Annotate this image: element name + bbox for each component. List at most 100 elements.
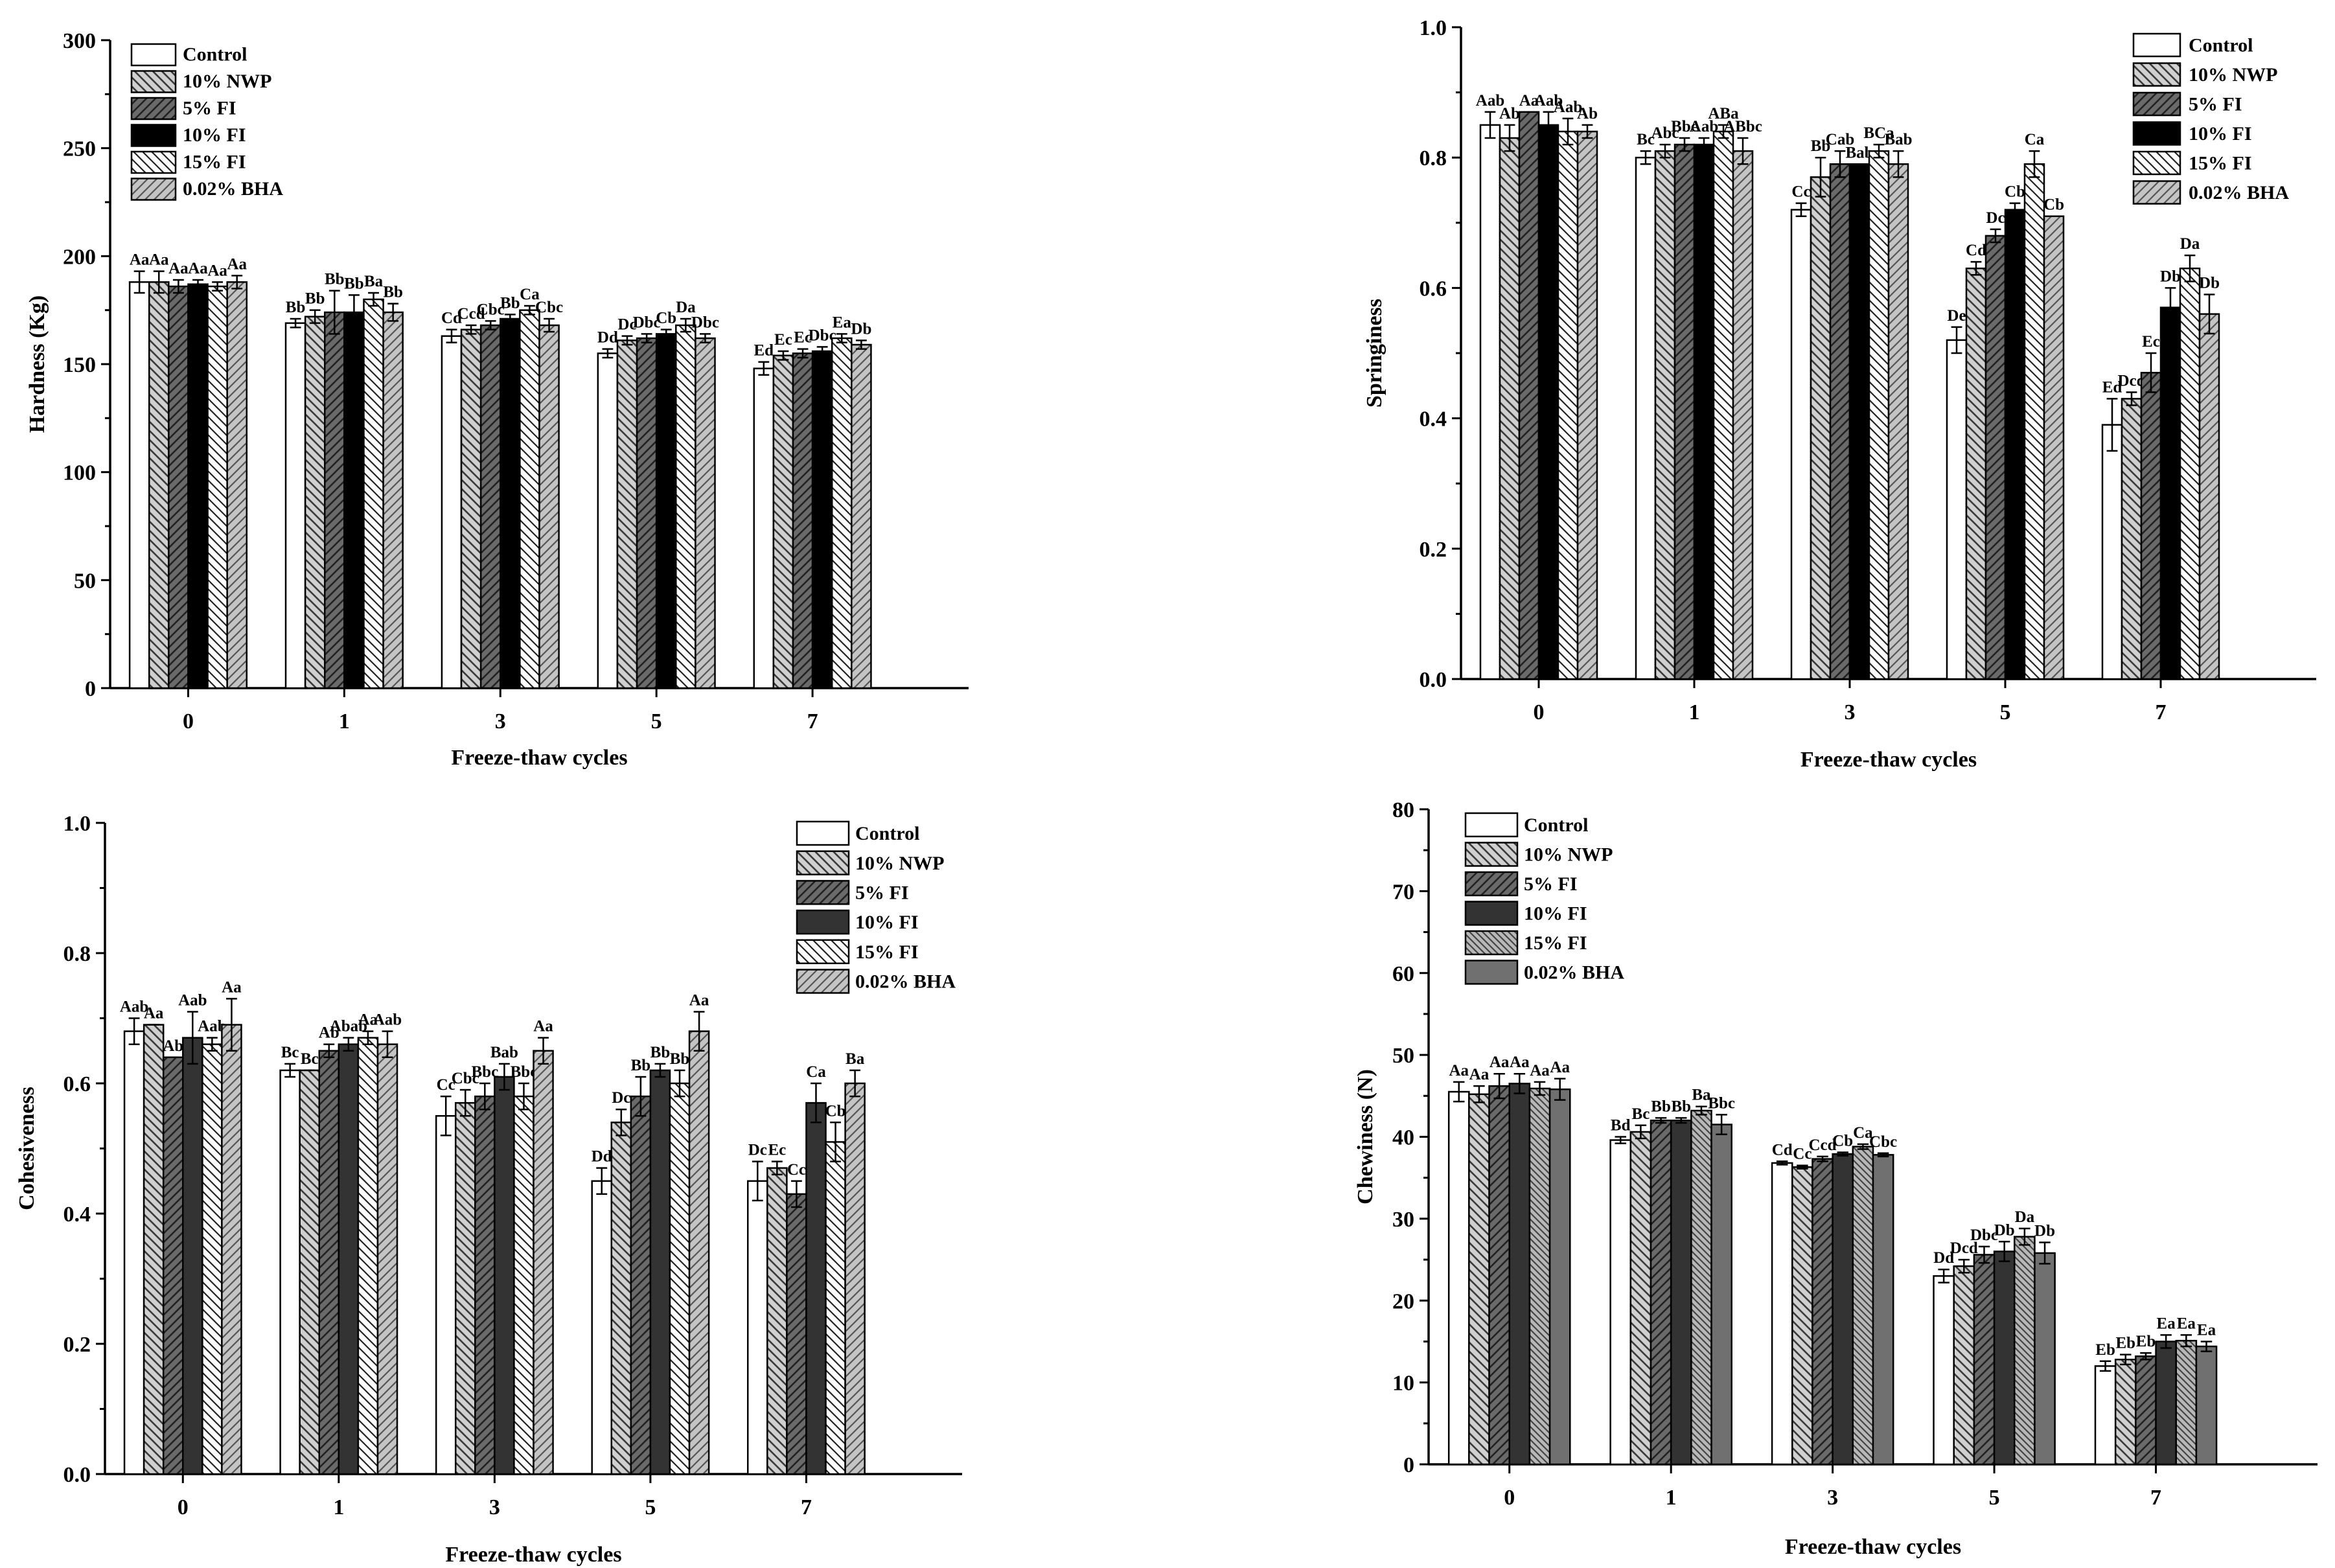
bar [494, 1076, 515, 1475]
error-bar [2160, 1334, 2172, 1349]
error-bar [1582, 124, 1593, 139]
bar [805, 1101, 827, 1475]
bar [1790, 209, 1812, 680]
bar-significance-label: Aa [358, 1011, 378, 1029]
bar-significance-label: Ab [1577, 105, 1598, 122]
x-tick-label: 3 [489, 1495, 500, 1519]
y-tick-label: 0.8 [1420, 146, 1447, 170]
bar-significance-label: Aab [120, 998, 148, 1016]
bar [1810, 176, 1832, 680]
error-bar [1877, 1152, 1889, 1158]
legend-label: 15% FI [2189, 152, 2252, 174]
error-bar [1635, 1124, 1647, 1140]
bar [221, 1024, 242, 1475]
bar [2014, 1236, 2036, 1466]
x-axis-title: Freeze-thaw cycles [445, 1543, 621, 1567]
error-bar [2145, 352, 2157, 393]
bar [844, 1082, 866, 1475]
bar [811, 350, 833, 689]
y-tick-label: 20 [1392, 1289, 1414, 1313]
error-bar [387, 303, 399, 322]
legend-swatch [130, 70, 177, 93]
bar-significance-label: Bc [1632, 1105, 1650, 1123]
error-bar [758, 361, 770, 376]
y-tick-label: 0.4 [1420, 408, 1447, 432]
legend-label: 15% FI [183, 152, 246, 173]
bar [1557, 130, 1579, 680]
bar-significance-label: Cd [1966, 242, 1986, 259]
legend-swatch [2132, 32, 2181, 58]
legend-swatch [796, 850, 850, 875]
error-bar [680, 317, 691, 333]
legend-swatch [130, 178, 177, 201]
bar [1791, 1166, 1813, 1466]
error-bar [153, 270, 165, 294]
x-axis-title: Freeze-thaw cycles [1800, 748, 1977, 772]
x-tick-label: 3 [495, 709, 506, 733]
bar-significance-label: Bc [1637, 131, 1655, 148]
error-bar [1970, 260, 1982, 276]
y-tick-label: 0.4 [63, 1203, 91, 1227]
bar [1887, 163, 1909, 680]
bar [2140, 371, 2162, 680]
bar [376, 1043, 398, 1475]
bar [1635, 156, 1657, 680]
legend-label: 10% NWP [183, 71, 272, 92]
bar-significance-label: Ca [806, 1063, 826, 1081]
error-bar [2165, 287, 2176, 329]
bar [1973, 1254, 1996, 1466]
error-bar [660, 329, 672, 340]
y-tick-label: 70 [1392, 880, 1414, 904]
bar [201, 1043, 223, 1475]
error-bar [621, 335, 633, 346]
bar-significance-label: Db [2034, 1223, 2055, 1240]
bar [2043, 215, 2065, 680]
error-bar [290, 317, 301, 329]
error-bar [836, 333, 847, 343]
error-bar [2106, 398, 2118, 452]
bar-significance-label: Ca [520, 286, 540, 303]
bar [2195, 1345, 2218, 1466]
y-tick-label: 80 [1392, 798, 1414, 822]
error-bar [1857, 1143, 1869, 1150]
bar-significance-label: Ba [364, 273, 384, 290]
error-bar [797, 348, 809, 359]
legend-label: 0.02% BHA [2189, 182, 2289, 203]
x-tick-label: 3 [1827, 1486, 1838, 1510]
error-bar [2039, 1241, 2051, 1265]
bar [1812, 1158, 1834, 1466]
bar [1771, 1162, 1793, 1466]
error-bar [1873, 143, 1885, 159]
bar-significance-label: Aa [1510, 1054, 1530, 1071]
bar-significance-label: Ccd [457, 305, 485, 323]
legend-swatch [1464, 930, 1519, 956]
y-tick-label: 150 [63, 353, 96, 377]
bar-significance-label: Db [1994, 1221, 2015, 1239]
y-tick-label: 60 [1392, 962, 1414, 986]
error-bar [1504, 124, 1515, 152]
legend-swatch [2132, 91, 2181, 117]
bar-significance-label: Aab [1554, 98, 1582, 116]
error-bar [1675, 1117, 1687, 1124]
bar-significance-label: Ca [2025, 131, 2045, 148]
bar-significance-label: Bab [1884, 131, 1912, 148]
bar-significance-label: Aa [1490, 1054, 1510, 1071]
bar [747, 1180, 768, 1475]
legend-label: 10% FI [183, 124, 246, 146]
error-bar [538, 1037, 549, 1065]
bar-significance-label: Ba [1692, 1087, 1711, 1104]
bar [2135, 1355, 2157, 1466]
bar [2175, 1339, 2198, 1466]
x-tick-label: 5 [645, 1495, 656, 1519]
bar [538, 324, 560, 689]
bar [318, 1050, 340, 1475]
y-axis-title: Cohesiveness [15, 1087, 39, 1210]
bar-significance-label: Ec [2142, 333, 2160, 351]
bar-significance-label: Bb [325, 271, 345, 288]
bar-significance-label: Dbc [1970, 1227, 1998, 1244]
error-bar [343, 1037, 354, 1052]
bar-significance-label: Ab [163, 1037, 183, 1055]
error-bar [133, 270, 145, 294]
y-tick-label: 50 [74, 569, 96, 593]
y-tick-label: 0.2 [1420, 538, 1447, 562]
